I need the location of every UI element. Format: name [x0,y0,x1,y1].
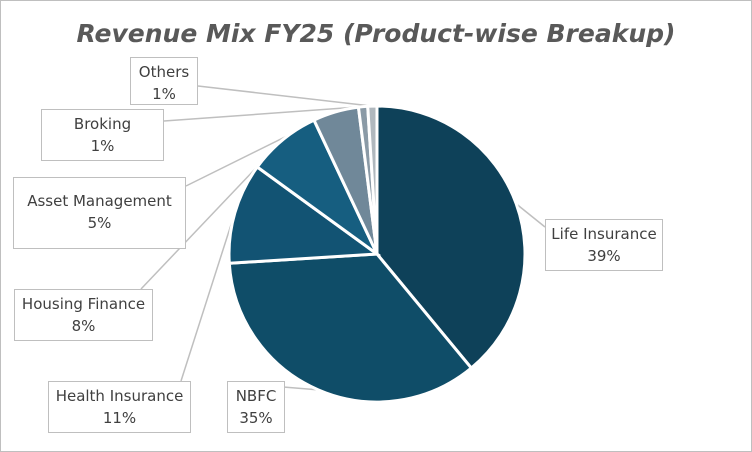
data-label-value: 5% [87,214,112,232]
data-label-name: NBFC [235,387,277,405]
chart-title: Revenue Mix FY25 (Product-wise Breakup) [76,19,676,48]
pie-slice-life-insurance [375,104,527,371]
data-label-value: 8% [71,317,96,335]
data-label-value: 1% [90,137,115,155]
pie-slice-others [366,104,379,255]
data-label-name: Asset Management [27,192,172,210]
data-label: Asset Management 5% [13,177,186,249]
pie-slice-nbfc [227,252,474,404]
data-label-name: Others [138,63,190,81]
data-label-name: Health Insurance [55,387,184,405]
data-label-name: Housing Finance [21,295,146,313]
data-label-value: 35% [239,409,273,427]
data-label-value: 39% [587,247,621,265]
data-label: Broking 1% [41,109,164,161]
data-label: NBFC 35% [227,381,285,433]
leader-line [180,212,236,382]
data-label-value: 11% [102,409,137,427]
leader-line [197,85,373,107]
data-label: Life Insurance 39% [545,219,663,271]
data-label: Health Insurance 11% [48,381,191,433]
data-label-name: Broking [73,115,132,133]
data-label-name: Life Insurance [551,225,657,243]
data-label: Others 1% [130,57,198,105]
data-label: Housing Finance 8% [14,289,153,341]
pie-slice-health-insurance [227,164,382,265]
data-label-value: 1% [152,85,176,103]
leader-line [163,105,364,122]
leader-line [515,203,546,228]
